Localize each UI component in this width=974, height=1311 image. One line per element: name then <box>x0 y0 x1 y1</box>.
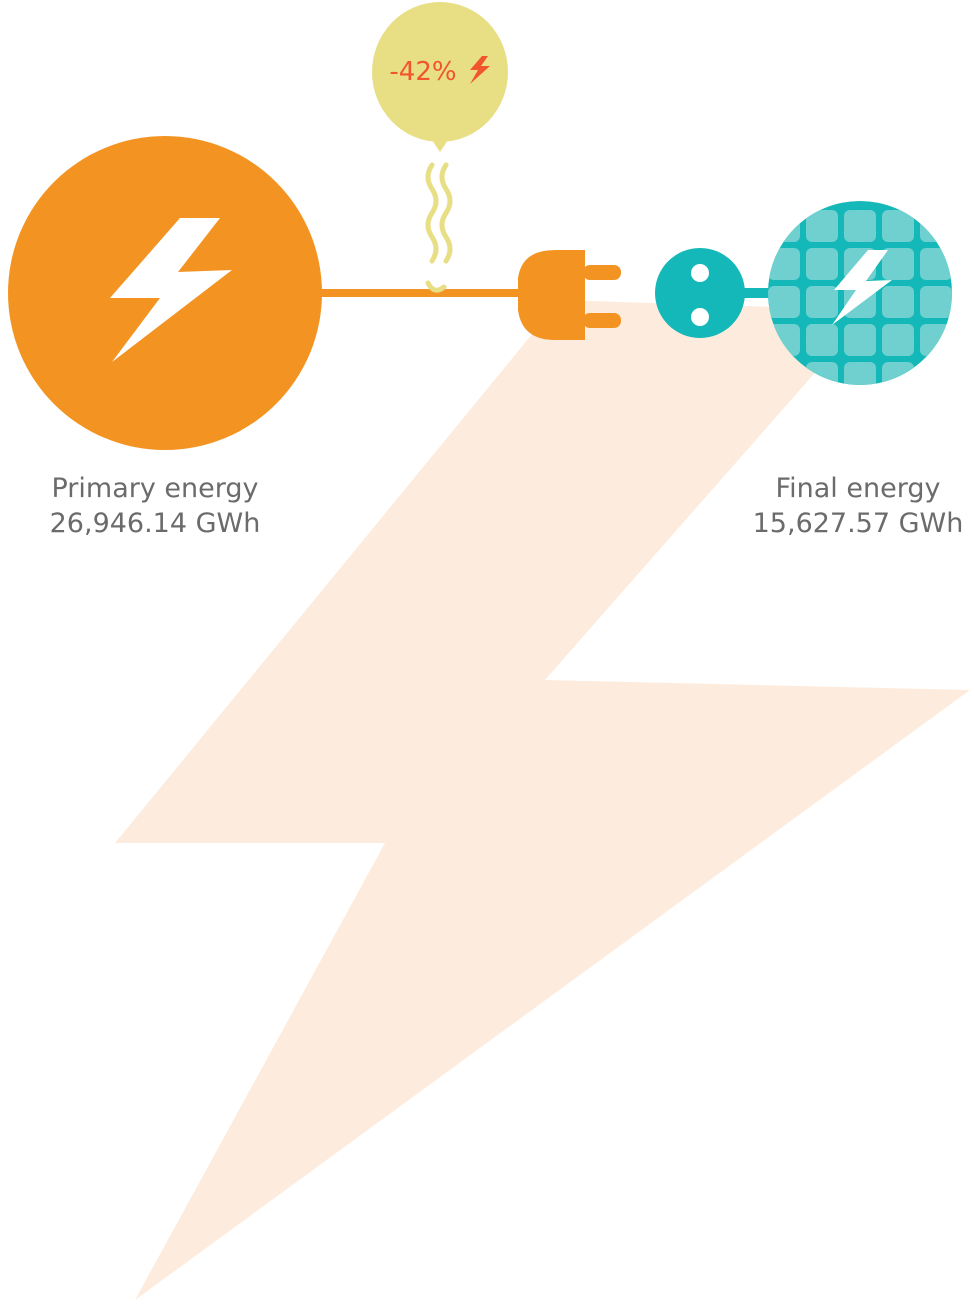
primary-value: 26,946.14 GWh <box>50 508 261 539</box>
balloon-strings <box>428 165 450 261</box>
plug-prong <box>583 313 621 328</box>
socket-hole <box>691 308 709 326</box>
cable <box>318 289 523 297</box>
primary-label: Primary energy <box>52 473 259 504</box>
plug <box>518 250 585 340</box>
cable-break <box>428 283 444 290</box>
balloon-knot <box>432 140 448 152</box>
final-value: 15,627.57 GWh <box>753 508 964 539</box>
page: -42% Primary energy 26,946.14 GWh Final … <box>0 0 974 1311</box>
plug-prong <box>583 265 621 280</box>
balloon-label: -42% <box>389 57 456 87</box>
infographic: -42% Primary energy 26,946.14 GWh Final … <box>0 0 974 1311</box>
final-label: Final energy <box>776 473 941 504</box>
socket-hole <box>691 264 709 282</box>
background-bolt <box>115 300 970 1300</box>
